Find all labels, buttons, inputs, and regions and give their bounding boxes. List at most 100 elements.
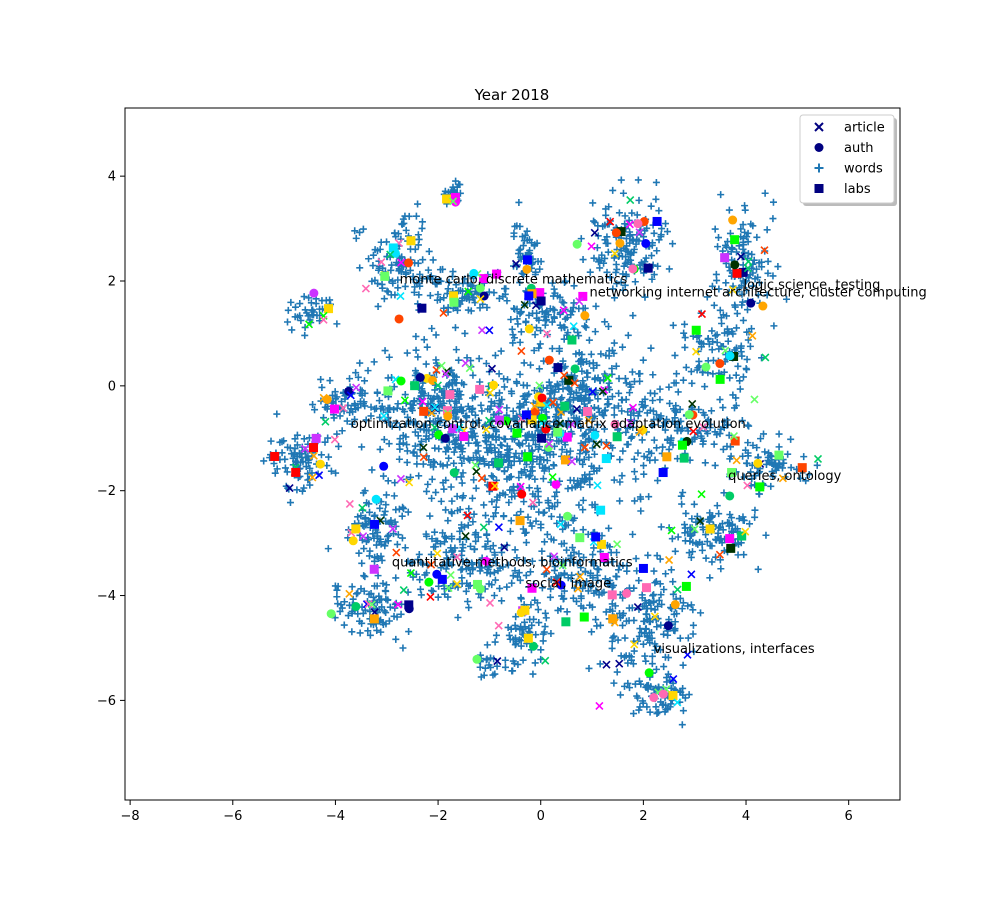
word-point <box>662 570 670 578</box>
word-point <box>366 607 374 615</box>
word-point <box>617 278 625 286</box>
word-point <box>436 266 444 274</box>
auth-point <box>658 689 668 699</box>
lab-point <box>616 227 626 237</box>
word-point <box>449 379 457 387</box>
word-point <box>475 355 483 363</box>
word-point <box>740 473 748 481</box>
word-point <box>542 317 550 325</box>
lab-point <box>774 450 784 460</box>
word-point <box>704 416 712 424</box>
word-point <box>560 539 568 547</box>
word-point <box>471 545 479 553</box>
word-point <box>760 430 768 438</box>
word-point <box>522 571 530 579</box>
word-point <box>765 449 773 457</box>
word-point <box>401 544 409 552</box>
word-point <box>717 565 725 573</box>
word-point <box>628 604 636 612</box>
article-point <box>635 228 644 237</box>
word-point <box>551 562 559 570</box>
word-point <box>489 473 497 481</box>
auth-point <box>472 654 482 664</box>
word-point <box>495 294 503 302</box>
word-point <box>642 599 650 607</box>
word-point <box>588 582 596 590</box>
word-point <box>519 656 527 664</box>
word-point <box>658 600 666 608</box>
word-point <box>708 282 716 290</box>
word-point <box>764 257 772 265</box>
word-point <box>566 447 574 455</box>
word-point <box>469 394 477 402</box>
word-point <box>701 383 709 391</box>
word-point <box>515 404 523 412</box>
word-point <box>690 500 698 508</box>
word-point <box>380 436 388 444</box>
word-point <box>651 579 659 587</box>
article-point <box>309 451 318 460</box>
article-point <box>308 473 317 482</box>
word-point <box>661 419 669 427</box>
article-point <box>626 418 635 427</box>
word-point <box>361 606 369 614</box>
word-point <box>602 205 610 213</box>
word-point <box>564 574 572 582</box>
word-point <box>537 258 545 266</box>
word-point <box>413 452 421 460</box>
lab-point <box>523 452 533 462</box>
word-point <box>711 461 719 469</box>
word-point <box>638 436 646 444</box>
word-point <box>522 436 530 444</box>
word-point <box>436 460 444 468</box>
word-point <box>636 493 644 501</box>
article-point <box>555 419 565 428</box>
lab-point <box>641 583 651 593</box>
word-point <box>739 373 747 381</box>
word-point <box>351 227 359 235</box>
word-point <box>472 484 480 492</box>
word-point <box>284 318 292 326</box>
word-point <box>477 401 485 409</box>
word-point <box>398 220 406 228</box>
word-point <box>649 396 657 404</box>
word-point <box>554 606 562 614</box>
word-point <box>537 646 545 654</box>
word-point <box>507 625 515 633</box>
word-point <box>596 660 604 668</box>
article-point <box>728 285 737 294</box>
word-point <box>559 357 567 365</box>
word-point <box>608 365 616 373</box>
word-point <box>653 247 661 255</box>
word-point <box>377 552 385 560</box>
word-point <box>744 306 752 314</box>
auth-point <box>309 288 319 298</box>
word-point <box>450 459 458 467</box>
word-point <box>653 710 661 718</box>
word-point <box>735 515 743 523</box>
word-point <box>616 456 624 464</box>
word-point <box>577 479 585 487</box>
lab-point <box>270 451 280 461</box>
word-point <box>746 342 754 350</box>
auth-point <box>590 430 600 440</box>
word-point <box>378 556 386 564</box>
article-point <box>748 331 757 340</box>
word-point <box>608 393 616 401</box>
article-point <box>688 399 697 409</box>
article-point <box>379 411 389 420</box>
word-point <box>484 537 492 545</box>
article-point <box>358 503 367 512</box>
legend-marker-auth <box>814 143 824 152</box>
word-point <box>615 209 623 217</box>
word-point <box>428 535 436 543</box>
word-point <box>490 591 498 599</box>
word-point <box>716 430 724 438</box>
article-point <box>575 297 584 306</box>
word-point <box>391 291 399 299</box>
auth-point <box>649 693 659 703</box>
word-point <box>303 309 311 317</box>
word-point <box>444 555 452 563</box>
word-point <box>509 339 517 347</box>
word-point <box>412 332 420 340</box>
